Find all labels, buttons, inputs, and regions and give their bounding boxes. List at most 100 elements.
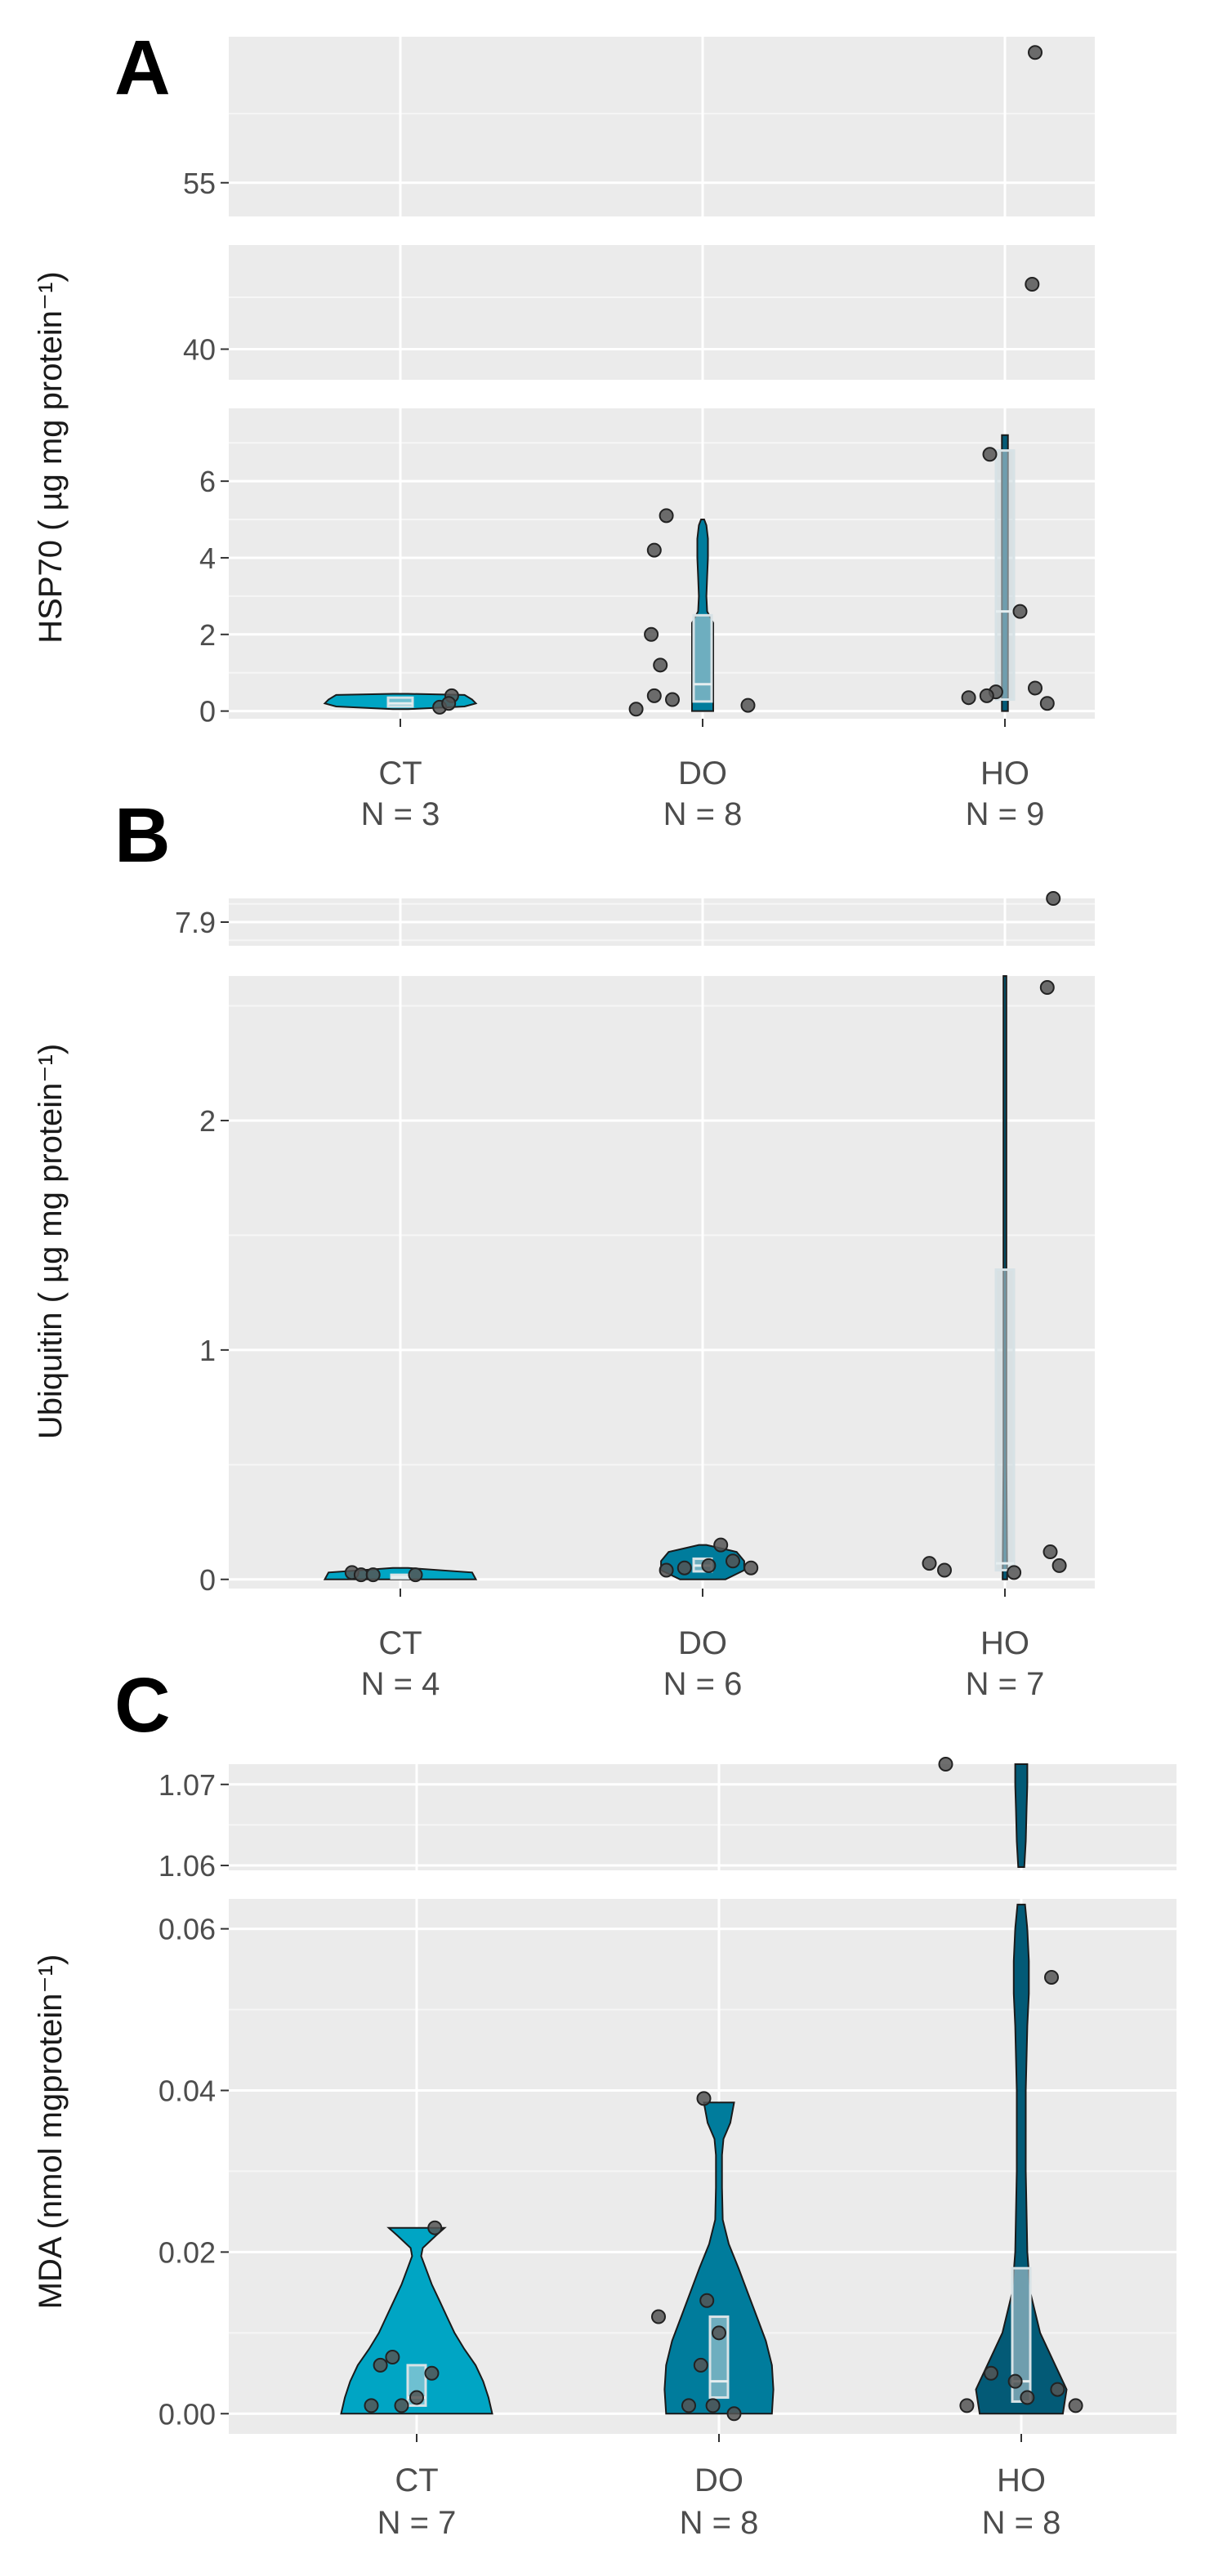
group-DO bbox=[659, 1537, 759, 1580]
data-point bbox=[696, 2091, 712, 2106]
data-point bbox=[961, 690, 976, 706]
y-tick-label: 1 bbox=[199, 1334, 216, 1367]
data-point bbox=[705, 2398, 721, 2413]
data-point bbox=[982, 447, 998, 462]
plot-background bbox=[229, 245, 1095, 380]
y-tick-label: 40 bbox=[183, 333, 216, 367]
data-point bbox=[979, 688, 994, 703]
x-tick-label: HO bbox=[997, 2462, 1046, 2498]
plot-segment: 40 bbox=[183, 245, 1095, 380]
plot-segment: 7.9 bbox=[175, 898, 1095, 946]
data-point bbox=[646, 542, 662, 558]
data-point bbox=[1043, 1544, 1058, 1560]
data-point bbox=[1050, 2382, 1065, 2397]
panel-letter-B: B bbox=[114, 792, 171, 879]
group-DO bbox=[651, 2091, 775, 2422]
y-axis-label: Ubiquitin ( µg mg protein⁻¹) bbox=[33, 1044, 69, 1439]
data-point bbox=[726, 2406, 742, 2422]
y-tick-label: 2 bbox=[199, 618, 216, 652]
box bbox=[994, 449, 1016, 702]
data-point bbox=[653, 657, 668, 673]
sample-size-label: N = 8 bbox=[680, 2505, 759, 2541]
data-point bbox=[1039, 980, 1055, 996]
x-tick-label: DO bbox=[694, 2462, 743, 2498]
x-tick-label: CT bbox=[378, 1625, 422, 1661]
data-point bbox=[693, 2357, 708, 2373]
sample-size-label: N = 7 bbox=[377, 2505, 457, 2541]
data-point bbox=[1012, 604, 1028, 619]
data-point bbox=[740, 697, 756, 713]
data-point bbox=[644, 626, 659, 642]
group-HO bbox=[922, 891, 1067, 1580]
sample-size-label: N = 3 bbox=[361, 796, 440, 832]
group-DO bbox=[628, 508, 756, 717]
data-point bbox=[1044, 1969, 1059, 1985]
data-point bbox=[701, 1558, 717, 1573]
data-point bbox=[1007, 2373, 1023, 2389]
data-point bbox=[441, 696, 457, 711]
data-point bbox=[726, 1553, 740, 1569]
data-point bbox=[1025, 277, 1040, 292]
y-tick-label: 7.9 bbox=[175, 906, 216, 939]
x-tick-label: DO bbox=[678, 755, 727, 791]
sample-size-label: N = 9 bbox=[966, 796, 1045, 832]
data-point bbox=[353, 1567, 368, 1583]
data-point bbox=[676, 1560, 692, 1575]
panel-B: B Ubiquitin ( µg mg protein⁻¹) 0 1 2 7.9 CT N =… bbox=[33, 792, 1095, 1702]
y-tick-label: 0.04 bbox=[159, 2074, 216, 2107]
y-tick-label: 1.06 bbox=[159, 1849, 216, 1883]
y-tick-label: 1.07 bbox=[159, 1768, 216, 1802]
data-point bbox=[699, 2293, 715, 2308]
data-point bbox=[659, 1562, 674, 1578]
plot-segment: 0 2 4 6 bbox=[199, 408, 1095, 729]
panel-C: C MDA (nmol mgprotein⁻¹) 0.00 0.02 0.04 0.06 1… bbox=[33, 1662, 1177, 2541]
data-point bbox=[646, 688, 662, 703]
y-tick-label: 0.00 bbox=[159, 2397, 216, 2431]
panel-letter-C: C bbox=[114, 1662, 171, 1749]
y-tick-label: 0 bbox=[199, 695, 216, 729]
box bbox=[692, 613, 713, 703]
box bbox=[994, 1268, 1016, 1572]
data-point bbox=[651, 2309, 666, 2324]
y-tick-label: 6 bbox=[199, 465, 216, 498]
group-HO bbox=[938, 1757, 1083, 2415]
y-tick-label: 0.06 bbox=[159, 1913, 216, 1946]
data-point bbox=[713, 1537, 729, 1553]
y-tick-label: 0.02 bbox=[159, 2235, 216, 2269]
group-CT bbox=[323, 688, 478, 715]
data-point bbox=[743, 1560, 759, 1575]
data-point bbox=[365, 1567, 381, 1583]
x-tick-label: HO bbox=[980, 755, 1029, 791]
plot-background bbox=[229, 976, 1095, 1589]
data-point bbox=[984, 2365, 998, 2381]
data-point bbox=[364, 2398, 379, 2413]
group-HO bbox=[961, 45, 1055, 712]
group-CT bbox=[323, 1565, 478, 1583]
data-point bbox=[427, 2220, 443, 2235]
data-point bbox=[394, 2398, 409, 2413]
data-point bbox=[1007, 1565, 1022, 1580]
plot-segment: 0 1 2 bbox=[199, 976, 1095, 1597]
data-point bbox=[1046, 891, 1061, 906]
sample-size-label: N = 6 bbox=[663, 1666, 743, 1702]
plot-background bbox=[229, 1764, 1177, 1870]
data-point bbox=[1028, 680, 1043, 696]
data-point bbox=[712, 2325, 726, 2341]
plot-background bbox=[229, 37, 1095, 216]
sample-size-label: N = 4 bbox=[361, 1666, 440, 1702]
data-point bbox=[959, 2398, 975, 2413]
data-point bbox=[1020, 2390, 1035, 2405]
data-point bbox=[938, 1757, 953, 1772]
data-point bbox=[1028, 45, 1043, 60]
y-axis-label: MDA (nmol mgprotein⁻¹) bbox=[33, 1954, 69, 2310]
data-point bbox=[659, 508, 674, 524]
violin-upper bbox=[1014, 1763, 1029, 1868]
data-point bbox=[373, 2357, 388, 2373]
sample-size-label: N = 8 bbox=[663, 796, 743, 832]
data-point bbox=[1039, 696, 1055, 711]
data-point bbox=[424, 2365, 440, 2381]
y-tick-label: 0 bbox=[199, 1563, 216, 1597]
data-point bbox=[937, 1562, 952, 1578]
data-point bbox=[385, 2350, 400, 2365]
